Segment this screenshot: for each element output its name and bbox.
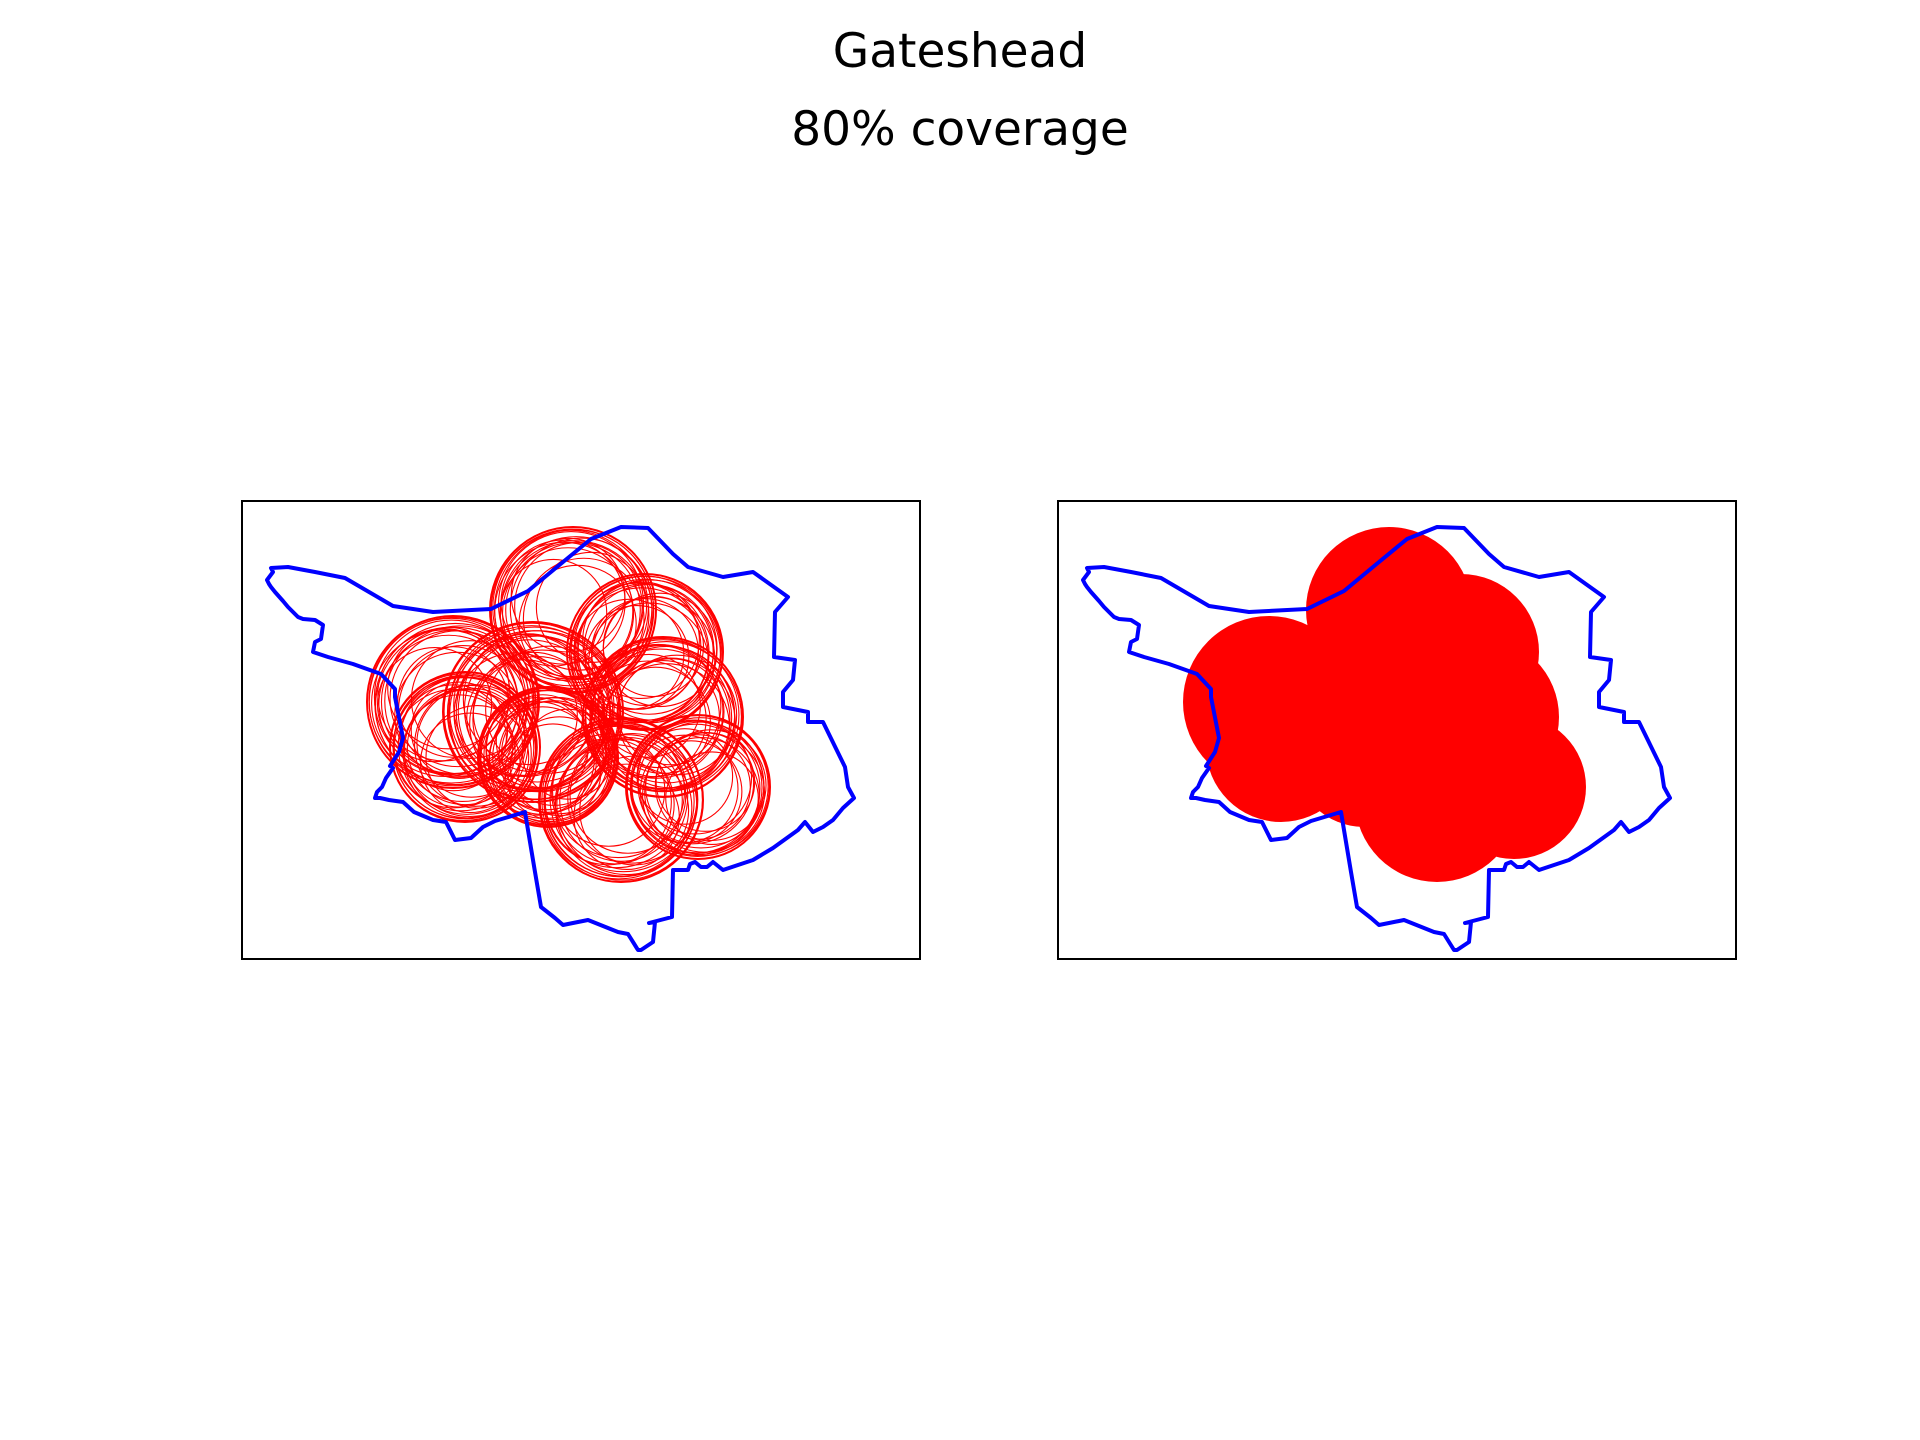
coverage-ring	[419, 712, 521, 814]
coverage-ring	[509, 537, 653, 681]
coverage-disc	[1294, 687, 1434, 827]
coverage-ring	[584, 604, 690, 710]
coverage-ring	[573, 598, 685, 710]
coverage-ring	[400, 684, 507, 792]
coverage-ring	[462, 633, 595, 766]
coverage-ring	[538, 717, 704, 883]
coverage-ring	[591, 598, 699, 706]
figure-subtitle: 80% coverage	[791, 102, 1129, 157]
coverage-ring	[579, 755, 690, 866]
coverage-ring	[665, 751, 759, 846]
coverage-ring	[510, 537, 626, 653]
coverage-ring	[375, 626, 534, 786]
coverage-ring	[492, 701, 604, 813]
figure-title: Gateshead	[832, 24, 1088, 79]
map-panel-outline-rings	[241, 500, 921, 960]
coverage-ring	[488, 706, 597, 815]
coverage-ring	[617, 658, 725, 766]
coverage-ring	[477, 686, 619, 828]
coverage-ring	[495, 694, 590, 789]
coverage-ring	[625, 714, 771, 860]
map-canvas-left	[265, 525, 856, 952]
coverage-ring	[514, 542, 643, 671]
coverage-ring	[384, 625, 536, 777]
coverage-ring	[551, 724, 686, 859]
coverage-ring	[504, 723, 602, 821]
coverage-ring	[393, 688, 514, 809]
coverage-ring	[602, 595, 705, 698]
coverage-ring	[636, 728, 734, 825]
coverage-ring	[402, 694, 516, 808]
coverage-fill	[1183, 527, 1586, 882]
coverage-ring	[480, 701, 595, 816]
map-canvas-right	[1081, 525, 1672, 952]
coverage-ring	[509, 716, 610, 817]
coverage-ring	[387, 626, 510, 750]
gateshead-boundary	[265, 525, 856, 952]
gateshead-boundary	[1081, 525, 1672, 952]
coverage-ring	[645, 734, 751, 840]
coverage-ring	[597, 653, 701, 758]
coverage-ring	[544, 738, 672, 866]
coverage-ring	[453, 652, 578, 777]
coverage-ring	[389, 671, 541, 823]
coverage-ring	[589, 660, 707, 778]
coverage-ring	[410, 681, 509, 779]
coverage-ring	[559, 738, 683, 862]
coverage-ring	[425, 704, 530, 809]
coverage-ring	[522, 708, 614, 800]
coverage-ring	[567, 733, 698, 864]
map-panel-solid-fill	[1057, 500, 1737, 960]
coverage-ring	[582, 581, 700, 700]
coverage-ring	[654, 729, 767, 842]
coverage-rings	[366, 526, 771, 883]
